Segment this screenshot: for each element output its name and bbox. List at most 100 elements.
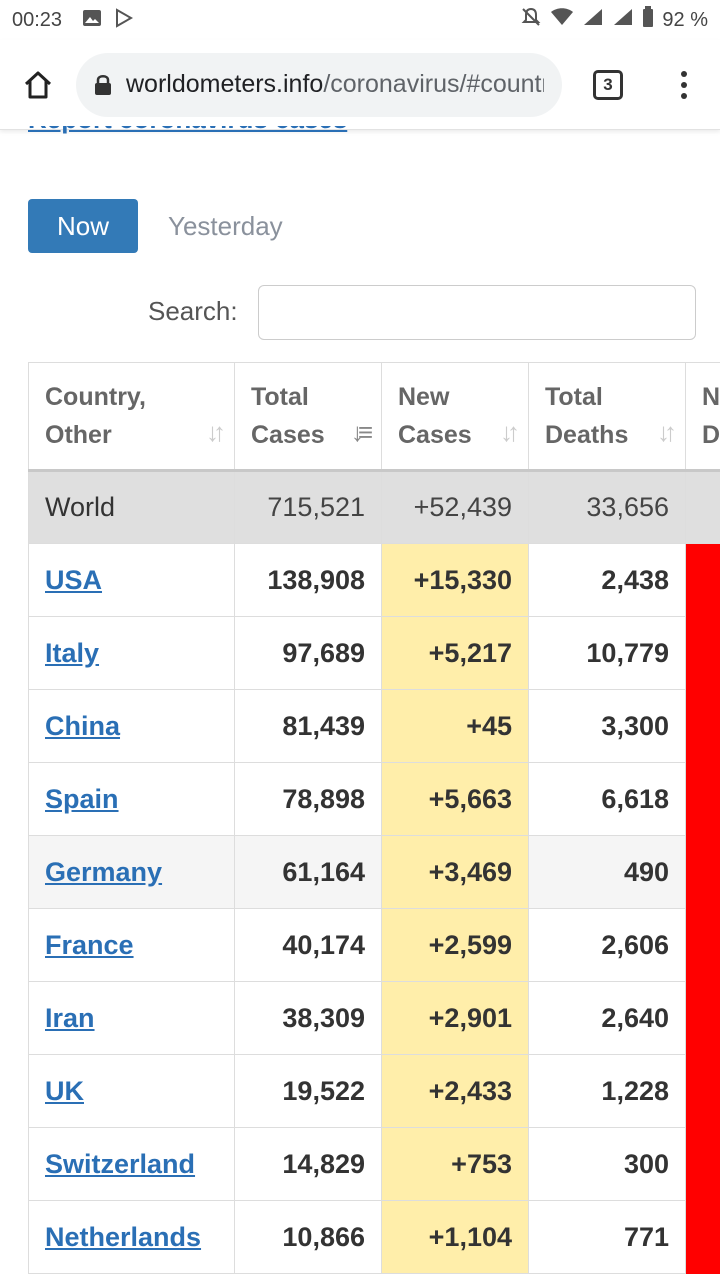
new-deaths-cell — [685, 1127, 720, 1201]
header-total-cases[interactable]: Total Cases ↓≡ — [234, 362, 382, 472]
country-link[interactable]: Iran — [45, 1002, 95, 1033]
sort-icon: ↓↑ — [206, 417, 226, 447]
total-deaths-cell: 300 — [528, 1127, 686, 1201]
total-cases-cell: 19,522 — [234, 1054, 382, 1128]
total-deaths-cell: 3,300 — [528, 689, 686, 763]
country-link[interactable]: Germany — [45, 856, 163, 887]
country-link[interactable]: Spain — [45, 783, 119, 814]
lock-icon — [94, 74, 112, 96]
country-link[interactable]: China — [45, 710, 121, 741]
sort-icon: ↓↑ — [657, 417, 677, 447]
total-cases-cell: 61,164 — [234, 835, 382, 909]
signal-icon — [582, 7, 604, 33]
new-deaths-cell — [685, 981, 720, 1055]
country-cell: Netherlands — [28, 1200, 235, 1274]
new-cases-cell: +5,217 — [381, 616, 529, 690]
country-link[interactable]: USA — [45, 564, 103, 595]
url-path: /coronavirus/#countries — [323, 70, 544, 98]
country-cell: USA — [28, 543, 235, 617]
total-deaths-cell: 2,438 — [528, 543, 686, 617]
total-deaths-cell: 490 — [528, 835, 686, 909]
url-text: worldometers.info/coronavirus/#countries — [126, 70, 544, 99]
country-link[interactable]: UK — [45, 1075, 84, 1106]
total-deaths-cell: 6,618 — [528, 762, 686, 836]
total-cases-cell: 97,689 — [234, 616, 382, 690]
table-row: USA 138,908 +15,330 2,438 — [28, 543, 720, 617]
sort-icon: ↓↑ — [500, 417, 520, 447]
header-country[interactable]: Country, Other ↓↑ — [28, 362, 235, 472]
new-deaths-cell — [685, 616, 720, 690]
country-cell: Germany — [28, 835, 235, 909]
country-cell: Spain — [28, 762, 235, 836]
browser-toolbar: worldometers.info/coronavirus/#countries… — [0, 40, 720, 130]
table-row: Iran 38,309 +2,901 2,640 — [28, 981, 720, 1055]
yesterday-tab-button[interactable]: Yesterday — [168, 210, 283, 241]
overflow-menu-button[interactable] — [654, 40, 714, 130]
wifi-icon — [550, 7, 574, 33]
countries-table: Country, Other ↓↑ Total Cases ↓≡ New Cases ↓↑ … — [28, 362, 720, 1274]
status-bar: 00:23 92 % — [0, 0, 720, 40]
header-total-deaths[interactable]: Total Deaths ↓↑ — [528, 362, 686, 472]
url-domain: worldometers.info — [126, 70, 324, 98]
total-cases-cell: 138,908 — [234, 543, 382, 617]
world-row: World 715,521 +52,439 33,656 — [28, 470, 720, 544]
country-cell: France — [28, 908, 235, 982]
search-label: Search: — [148, 296, 238, 326]
table-row: Italy 97,689 +5,217 10,779 — [28, 616, 720, 690]
home-button[interactable] — [0, 40, 76, 130]
total-deaths-cell: 2,640 — [528, 981, 686, 1055]
countries-table-container[interactable]: Country, Other ↓↑ Total Cases ↓≡ New Cases ↓↑ … — [28, 362, 720, 1280]
total-deaths-cell: 1,228 — [528, 1054, 686, 1128]
country-cell: Italy — [28, 616, 235, 690]
mute-icon — [520, 6, 542, 34]
new-deaths-cell — [685, 689, 720, 763]
report-cases-link[interactable]: Report coronavirus cases — [28, 126, 347, 135]
table-row: Switzerland 14,829 +753 300 — [28, 1127, 720, 1201]
header-new-cases[interactable]: New Cases ↓↑ — [381, 362, 529, 472]
total-cases-cell: 38,309 — [234, 981, 382, 1055]
new-deaths-cell — [685, 1054, 720, 1128]
world-total-cases: 715,521 — [234, 470, 382, 544]
total-cases-cell: 14,829 — [234, 1127, 382, 1201]
country-link[interactable]: Italy — [45, 637, 100, 668]
new-cases-cell: +753 — [381, 1127, 529, 1201]
total-cases-cell: 10,866 — [234, 1200, 382, 1274]
table-row: Netherlands 10,866 +1,104 771 — [28, 1200, 720, 1274]
table-row: China 81,439 +45 3,300 — [28, 689, 720, 763]
tab-switcher-button[interactable]: 3 — [562, 40, 654, 130]
new-cases-cell: +15,330 — [381, 543, 529, 617]
new-deaths-cell — [685, 835, 720, 909]
world-country-cell: World — [28, 470, 235, 544]
battery-icon — [642, 6, 654, 34]
search-input[interactable] — [258, 285, 696, 340]
table-row: France 40,174 +2,599 2,606 — [28, 908, 720, 982]
total-deaths-cell: 10,779 — [528, 616, 686, 690]
country-cell: Iran — [28, 981, 235, 1055]
new-cases-cell: +45 — [381, 689, 529, 763]
country-link[interactable]: Switzerland — [45, 1148, 196, 1179]
table-row: Germany 61,164 +3,469 490 — [28, 835, 720, 909]
tab-count: 3 — [593, 69, 623, 100]
new-deaths-cell — [685, 543, 720, 617]
sort-desc-icon: ↓≡ — [350, 417, 373, 447]
menu-dot-icon — [681, 70, 687, 77]
now-tab-button[interactable]: Now — [28, 199, 138, 253]
total-cases-cell: 78,898 — [234, 762, 382, 836]
table-header-row: Country, Other ↓↑ Total Cases ↓≡ New Cases ↓↑ … — [28, 362, 720, 472]
country-link[interactable]: France — [45, 929, 134, 960]
play-store-notification-icon — [114, 7, 134, 33]
world-total-deaths: 33,656 — [528, 470, 686, 544]
status-time: 00:23 — [12, 8, 63, 31]
new-deaths-cell — [685, 1200, 720, 1274]
total-cases-cell: 81,439 — [234, 689, 382, 763]
new-cases-cell: +3,469 — [381, 835, 529, 909]
header-new-deaths[interactable]: NDe — [685, 362, 720, 472]
total-cases-cell: 40,174 — [234, 908, 382, 982]
new-deaths-cell — [685, 908, 720, 982]
table-row: UK 19,522 +2,433 1,228 — [28, 1054, 720, 1128]
country-cell: China — [28, 689, 235, 763]
new-cases-cell: +2,901 — [381, 981, 529, 1055]
address-bar[interactable]: worldometers.info/coronavirus/#countries — [76, 52, 562, 117]
country-link[interactable]: Netherlands — [45, 1221, 202, 1252]
new-deaths-cell — [685, 762, 720, 836]
